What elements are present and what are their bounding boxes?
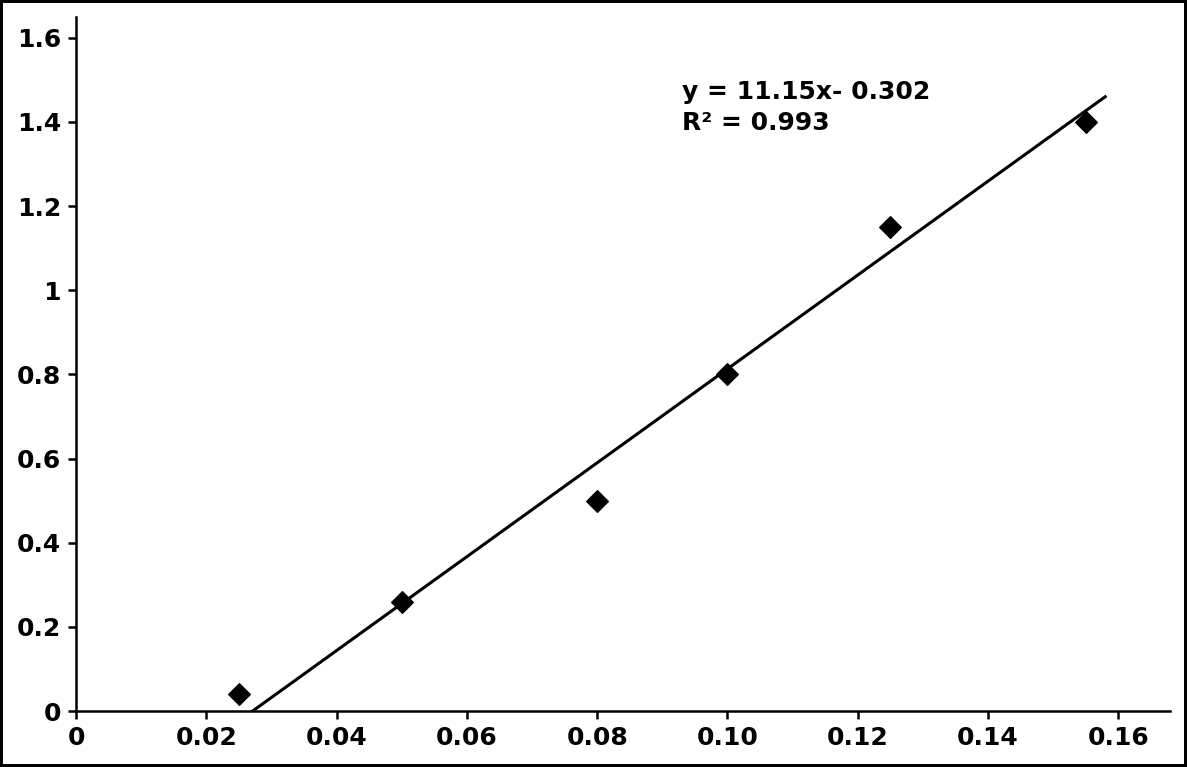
Point [393, 595, 412, 607]
Point [229, 688, 248, 700]
Point [881, 221, 900, 233]
Point [1077, 116, 1096, 128]
Point [718, 368, 737, 380]
Text: y = 11.15x- 0.302
R² = 0.993: y = 11.15x- 0.302 R² = 0.993 [681, 80, 931, 136]
Point [588, 495, 607, 507]
